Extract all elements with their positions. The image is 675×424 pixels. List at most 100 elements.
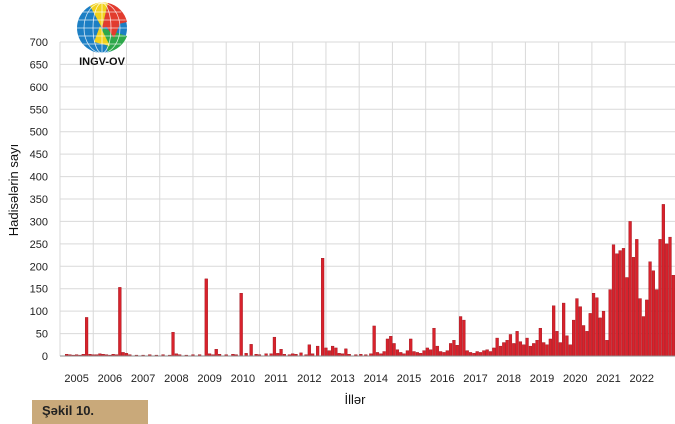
bar	[625, 277, 629, 357]
bar	[628, 221, 632, 357]
bar	[668, 236, 672, 357]
bar	[572, 319, 576, 357]
bar	[651, 270, 655, 357]
globe-segment	[90, 2, 108, 28]
bar	[425, 347, 429, 357]
x-tick-label: 2008	[164, 373, 188, 385]
bar	[465, 350, 469, 357]
x-tick-label: 2005	[64, 373, 88, 385]
y-tick-label: 250	[30, 239, 48, 251]
bar	[528, 345, 532, 357]
bar	[495, 337, 499, 357]
bar	[615, 253, 619, 357]
bar	[214, 349, 218, 357]
bar	[658, 239, 662, 357]
bar	[272, 336, 277, 357]
globe-segment	[106, 24, 120, 38]
bar	[532, 343, 536, 357]
bar	[538, 327, 542, 357]
bar	[405, 350, 409, 357]
bar	[482, 350, 486, 357]
bar	[515, 331, 519, 357]
y-tick-label: 300	[30, 216, 48, 228]
bar	[655, 289, 659, 357]
x-tick-label: 2009	[197, 373, 221, 385]
bar	[468, 352, 473, 357]
figure-caption: Şəkil 10.	[32, 400, 148, 424]
bar	[462, 319, 466, 357]
bar	[671, 275, 675, 357]
x-tick-label: 2014	[364, 373, 388, 385]
bar	[415, 352, 419, 357]
chart-container: 0 50 100 150 200 250 300 350 400 450 500 550 600 650 7…	[6, 2, 675, 424]
bar	[84, 317, 89, 357]
bar	[591, 293, 596, 357]
bar	[508, 334, 513, 357]
bar	[548, 338, 552, 357]
x-tick-label: 2016	[430, 373, 454, 385]
bar	[442, 352, 446, 357]
bar	[578, 306, 582, 357]
bar	[558, 342, 562, 357]
y-tick-label: 450	[30, 149, 48, 161]
bar	[552, 305, 556, 357]
y-tick-label: 550	[30, 104, 48, 116]
bar	[449, 343, 453, 357]
bar	[638, 298, 642, 357]
bar	[321, 258, 325, 357]
bar	[641, 316, 646, 357]
bar	[409, 338, 413, 357]
bar	[382, 351, 386, 357]
bar	[344, 348, 348, 357]
bar	[307, 344, 311, 357]
bar	[595, 297, 599, 357]
bar	[505, 340, 509, 357]
tick-label-layer: 0 50 100 150 200 250 300 350 400 450 500 550 600 650 7…	[30, 37, 654, 385]
bar	[478, 352, 483, 357]
bar	[455, 345, 459, 357]
y-tick-label: 350	[30, 194, 48, 206]
x-tick-label: 2018	[497, 373, 521, 385]
bar	[598, 317, 602, 357]
bar	[204, 278, 208, 357]
x-tick-label: 2007	[131, 373, 155, 385]
x-tick-label: 2010	[231, 373, 255, 385]
bar	[372, 325, 376, 357]
y-tick-label: 500	[30, 127, 48, 139]
bar	[279, 349, 283, 357]
bar	[621, 248, 626, 357]
x-tick-label: 2022	[630, 373, 654, 385]
bar	[452, 340, 456, 357]
bar	[121, 352, 125, 357]
bar	[542, 342, 546, 357]
bar	[435, 345, 439, 357]
bar	[601, 310, 606, 357]
bar	[239, 293, 243, 357]
bar	[118, 287, 122, 357]
x-tick-label: 2012	[297, 373, 321, 385]
bar	[605, 340, 609, 357]
bar	[522, 344, 526, 357]
y-tick-label: 150	[30, 284, 48, 296]
bar	[399, 352, 403, 357]
bar	[635, 239, 639, 357]
bar	[618, 250, 622, 357]
x-tick-label: 2020	[563, 373, 587, 385]
grid-layer	[59, 41, 675, 357]
bar	[498, 345, 503, 357]
bar	[171, 332, 175, 357]
x-axis-title: İllər	[345, 392, 367, 407]
bar	[327, 350, 331, 357]
bar	[375, 352, 380, 357]
chart-svg: 0 50 100 150 200 250 300 350 400 450 500 550 600 650 7…	[6, 2, 675, 407]
bar	[316, 345, 320, 357]
bar	[585, 331, 589, 357]
bar	[475, 351, 479, 357]
bar	[665, 243, 669, 357]
bar	[611, 244, 616, 357]
bar	[395, 349, 400, 357]
bar	[535, 340, 539, 357]
x-tick-label: 2013	[330, 373, 354, 385]
bar	[458, 316, 463, 357]
x-tick-label: 2019	[530, 373, 554, 385]
